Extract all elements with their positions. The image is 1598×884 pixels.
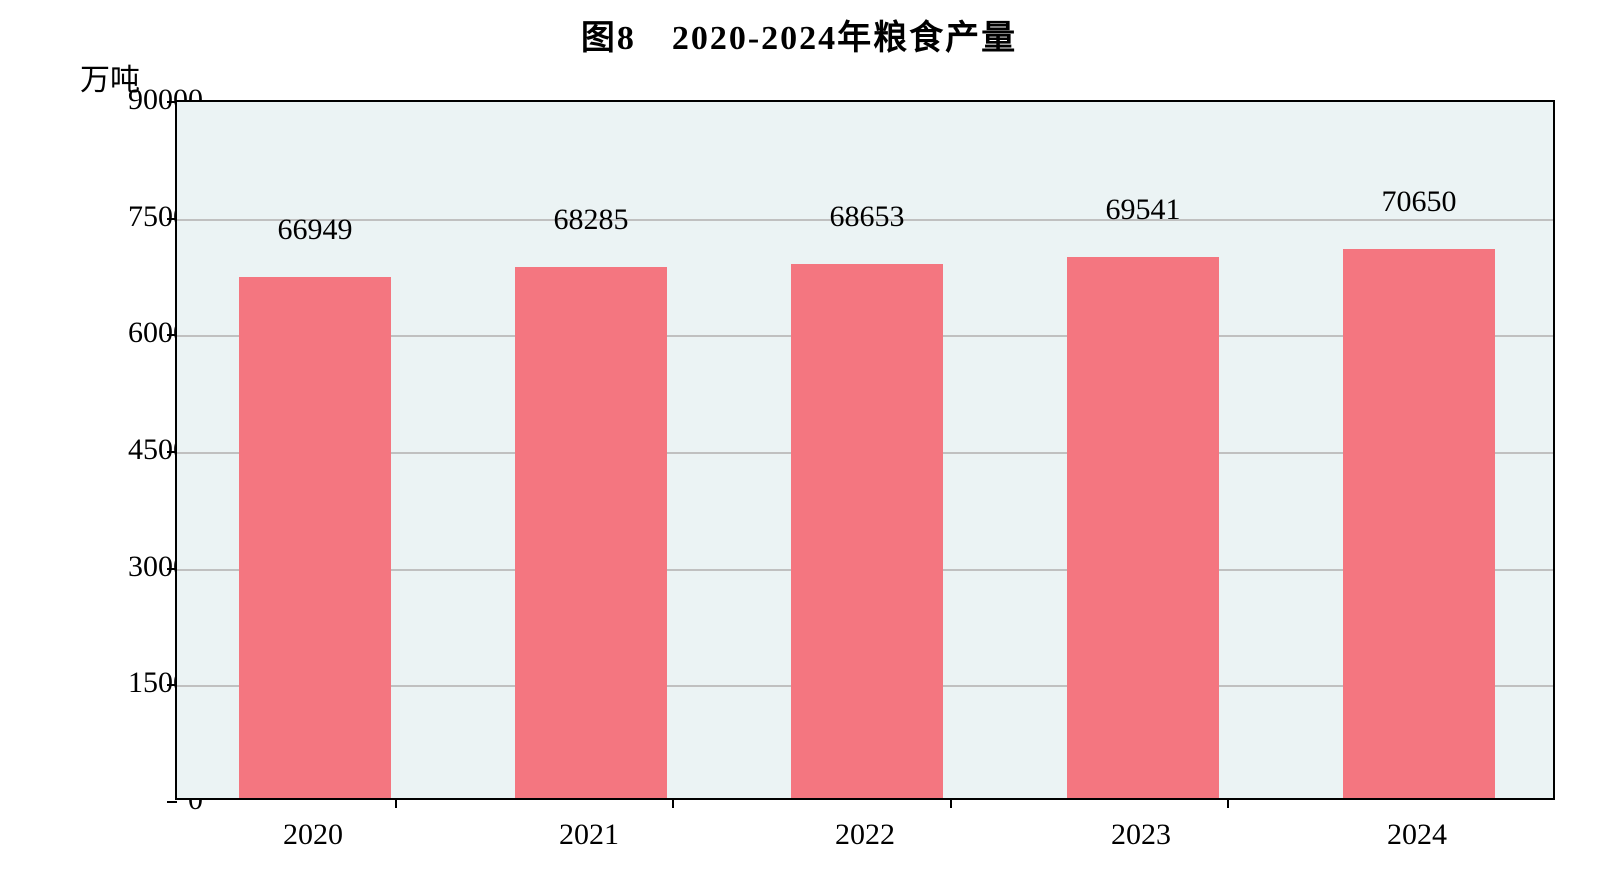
y-tick-mark — [167, 101, 177, 103]
x-tick-label: 2023 — [1111, 818, 1171, 852]
bar-value-label: 66949 — [278, 213, 353, 247]
y-tick-mark — [167, 568, 177, 570]
bar — [1343, 249, 1495, 799]
bar — [515, 267, 667, 798]
bar-value-label: 68653 — [830, 200, 905, 234]
x-tick-label: 2022 — [835, 818, 895, 852]
bar-value-label: 70650 — [1382, 185, 1457, 219]
x-tick-mark — [950, 798, 952, 808]
x-tick-label: 2020 — [283, 818, 343, 852]
x-tick-mark — [395, 798, 397, 808]
chart-title: 图8 2020-2024年粮食产量 — [581, 10, 1017, 59]
bar-value-label: 68285 — [554, 203, 629, 237]
y-tick-mark — [167, 334, 177, 336]
x-tick-mark — [672, 798, 674, 808]
bar — [239, 277, 391, 798]
y-tick-mark — [167, 801, 177, 803]
x-tick-mark — [1227, 798, 1229, 808]
x-tick-label: 2024 — [1387, 818, 1447, 852]
y-tick-mark — [167, 218, 177, 220]
bar-value-label: 69541 — [1106, 193, 1181, 227]
y-tick-mark — [167, 684, 177, 686]
grain-production-chart: 图8 2020-2024年粮食产量 万吨 0150003000045000600… — [0, 0, 1598, 884]
bar — [1067, 257, 1219, 798]
plot-area: 66949 68285 68653 69541 70650 — [175, 100, 1555, 800]
y-tick-mark — [167, 451, 177, 453]
bar — [791, 264, 943, 798]
x-tick-label: 2021 — [559, 818, 619, 852]
